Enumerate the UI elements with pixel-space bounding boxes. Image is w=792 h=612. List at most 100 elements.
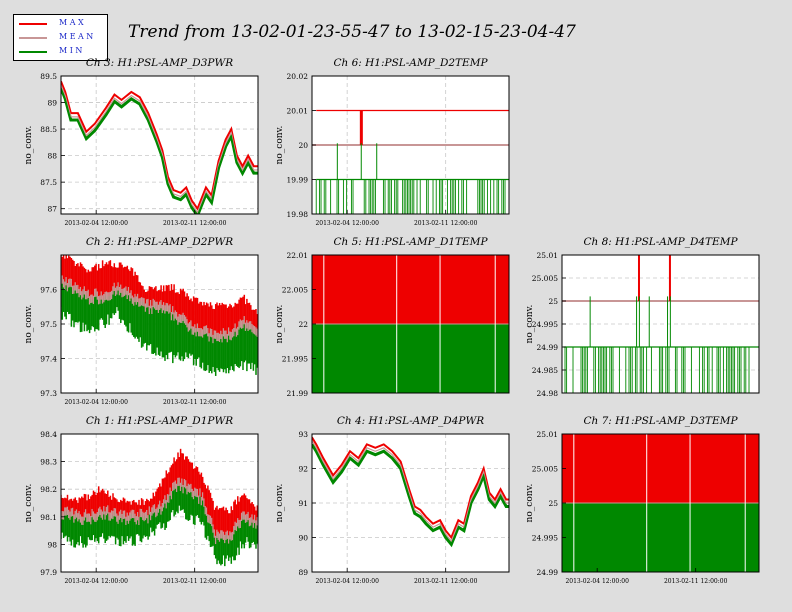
y-tick-label: 24.99 <box>537 568 559 577</box>
y-axis-label: no_conv. <box>24 125 34 164</box>
chart-title: Ch 5: H1:PSL-AMP_D1TEMP <box>333 236 488 248</box>
y-tick-label: 91 <box>298 499 308 508</box>
legend-swatch-mean <box>19 37 47 39</box>
legend-label-max: MAX <box>59 18 87 27</box>
chart-title: Ch 4: H1:PSL-AMP_D4PWR <box>337 415 484 427</box>
x-tick-label: 2013-02-11 12:00:00 <box>414 220 478 227</box>
series-max <box>61 80 258 211</box>
y-tick-label: 89 <box>47 99 57 108</box>
data-layer <box>61 80 258 214</box>
legend-swatch-min <box>19 51 47 53</box>
x-tick-label: 2013-02-11 12:00:00 <box>163 399 227 406</box>
y-axis-label: no_conv. <box>275 483 285 522</box>
data-layer <box>61 448 258 567</box>
data-layer <box>61 255 258 376</box>
chart-title: Ch 8: H1:PSL-AMP_D4TEMP <box>583 236 738 248</box>
y-tick-label: 89 <box>298 568 308 577</box>
legend-label-mean: MEAN <box>59 32 96 41</box>
chart-ch2: 97.6 97.5 97.4 97.3 2013-02-04 12:00:00 2013-… <box>24 236 259 406</box>
y-tick-label: 97.6 <box>40 286 57 295</box>
y-tick-label: 88.5 <box>40 125 57 134</box>
y-tick-label: 22 <box>298 320 308 329</box>
legend: MAX MEAN MIN <box>13 14 108 61</box>
x-tick-label: 2013-02-04 12:00:00 <box>315 578 379 585</box>
page-title: Trend from 13-02-01-23-55-47 to 13-02-15… <box>128 22 576 42</box>
data-layer <box>312 255 509 393</box>
y-tick-label: 87 <box>47 205 57 214</box>
series-max-spike <box>637 255 640 301</box>
y-tick-label: 93 <box>298 430 308 439</box>
x-tick-label: 2013-02-11 12:00:00 <box>163 578 227 585</box>
legend-label-min: MIN <box>59 46 85 55</box>
chart-title: Ch 2: H1:PSL-AMP_D2PWR <box>86 236 233 248</box>
data-layer <box>312 436 509 548</box>
legend-item-min: MIN <box>14 46 107 58</box>
chart-ch6: 20.02 20.01 20 19.99 19.98 2013-02-04 12:00:0… <box>275 57 510 227</box>
y-tick-label: 20.01 <box>287 107 308 116</box>
x-tick-label: 2013-02-11 12:00:00 <box>163 220 227 227</box>
series-mean <box>312 440 509 543</box>
legend-item-mean: MEAN <box>14 32 107 44</box>
y-tick-label: 88 <box>47 152 57 161</box>
series-max <box>312 255 509 324</box>
y-tick-label: 25 <box>548 297 558 306</box>
y-tick-label: 19.99 <box>287 176 309 185</box>
data-layer <box>562 434 759 572</box>
y-tick-label: 92 <box>298 465 308 474</box>
y-axis-label: no_conv. <box>24 304 34 343</box>
series-max <box>562 434 759 503</box>
legend-item-max: MAX <box>14 18 107 30</box>
chart-title: Ch 1: H1:PSL-AMP_D1PWR <box>86 415 233 427</box>
y-tick-label: 21.995 <box>282 355 308 364</box>
y-tick-label: 19.98 <box>287 210 309 219</box>
y-tick-label: 97.4 <box>40 355 57 364</box>
y-tick-label: 20.02 <box>287 72 309 81</box>
y-tick-label: 24.995 <box>532 320 558 329</box>
y-tick-label: 24.995 <box>532 534 558 543</box>
y-tick-label: 98.3 <box>40 458 57 467</box>
y-tick-label: 22.005 <box>282 286 308 295</box>
y-tick-label: 25.01 <box>537 430 558 439</box>
x-tick-label: 2013-02-04 12:00:00 <box>64 399 128 406</box>
x-tick-label: 2013-02-11 12:00:00 <box>664 578 728 585</box>
y-tick-label: 22.01 <box>287 251 308 260</box>
y-axis-label: no_conv. <box>275 125 285 164</box>
series-min-edge <box>61 87 258 214</box>
y-tick-label: 89.5 <box>40 72 57 81</box>
y-tick-label: 24.99 <box>537 343 559 352</box>
y-tick-label: 25.005 <box>532 274 558 283</box>
series-min-edge <box>312 444 509 546</box>
chart-ch5: 22.01 22.005 22 21.995 21.99 no_conv. Ch 5: H1… <box>275 236 510 398</box>
x-tick-label: 2013-02-11 12:00:00 <box>414 578 478 585</box>
y-tick-label: 97.3 <box>40 389 57 398</box>
chart-ch1: 98.4 98.3 98.2 98.1 98 97.9 2013-02-04 12:00:0… <box>24 415 259 585</box>
series-max-spike <box>668 255 671 301</box>
plot-frame <box>60 75 259 215</box>
data-layer <box>562 255 759 393</box>
series-min <box>562 503 759 572</box>
chart-title: Ch 6: H1:PSL-AMP_D2TEMP <box>333 57 488 69</box>
y-tick-label: 98 <box>47 540 57 549</box>
y-axis-label: no_conv. <box>275 304 285 343</box>
series-mean <box>61 84 258 214</box>
y-axis-label: no_conv. <box>525 304 535 343</box>
chart-ch3: 89.5 89 88.5 88 87.5 87 2013-02-04 12:00:00 201… <box>24 57 259 227</box>
series-max-spike <box>359 110 363 145</box>
y-tick-label: 20 <box>298 141 308 150</box>
legend-swatch-max <box>19 23 47 25</box>
chart-ch4: 93 92 91 90 89 2013-02-04 12:00:00 2013-02-11 … <box>275 415 510 585</box>
series-max <box>312 436 509 540</box>
y-tick-label: 25 <box>548 499 558 508</box>
y-tick-label: 98.1 <box>40 513 57 522</box>
y-tick-label: 25.01 <box>537 251 558 260</box>
y-tick-label: 21.99 <box>287 389 309 398</box>
x-tick-label: 2013-02-04 12:00:00 <box>64 578 128 585</box>
data-layer <box>312 109 509 214</box>
plot-frame <box>60 433 259 573</box>
y-tick-label: 24.985 <box>532 366 558 375</box>
y-tick-label: 24.98 <box>537 389 559 398</box>
chart-ch7: 25.01 25.005 25 24.995 24.99 2013-02-04 12:00… <box>525 415 760 585</box>
y-tick-label: 87.5 <box>40 178 57 187</box>
y-tick-label: 90 <box>298 534 308 543</box>
